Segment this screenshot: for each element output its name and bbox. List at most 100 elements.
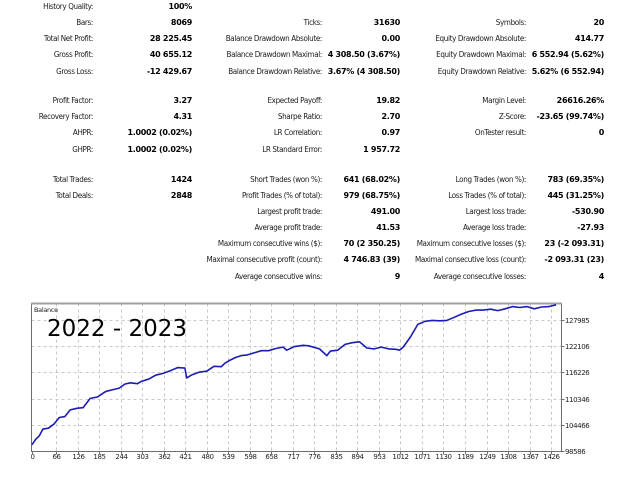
stat-label: Margin Level: bbox=[482, 96, 526, 105]
stat-value: 6 552.94 (5.62%) bbox=[531, 50, 605, 59]
stat-value: 20 bbox=[593, 18, 604, 27]
x-tick-label: 421 bbox=[179, 453, 191, 461]
x-tick-label: 0 bbox=[30, 453, 34, 461]
chart-title: Balance bbox=[34, 306, 58, 314]
stat-value: 28 225.45 bbox=[149, 34, 192, 43]
x-tick-label: 1367 bbox=[522, 453, 538, 461]
x-tick-label: 1130 bbox=[435, 453, 451, 461]
stat-value: 4 bbox=[598, 272, 605, 281]
x-tick-label: 362 bbox=[158, 453, 170, 461]
stat-label: OnTester result: bbox=[474, 128, 526, 137]
stat-value: 4 746.83 (39) bbox=[343, 255, 400, 264]
stat-label: AHPR: bbox=[72, 128, 93, 137]
stat-label: Total Deals: bbox=[55, 191, 94, 200]
stat-value: 40 655.12 bbox=[149, 50, 192, 59]
stat-label: Z-Score: bbox=[498, 112, 527, 121]
stat-label: Recovery Factor: bbox=[38, 112, 94, 121]
stat-label: Equity Drawdown Absolute: bbox=[435, 34, 526, 43]
stat-label: Maximum consecutive losses ($): bbox=[416, 239, 527, 248]
stat-value: 9 bbox=[394, 272, 401, 281]
stat-value: 8069 bbox=[170, 18, 192, 27]
stat-value: 0.00 bbox=[381, 34, 400, 43]
stat-label: Balance Drawdown Relative: bbox=[228, 67, 322, 76]
x-tick-label: 244 bbox=[115, 453, 128, 461]
stat-label: Gross Loss: bbox=[56, 67, 93, 76]
y-tick-label: 110346 bbox=[565, 396, 590, 404]
stat-value: 1424 bbox=[170, 175, 192, 184]
y-tick-label: 127985 bbox=[565, 317, 589, 325]
stat-value: 100% bbox=[168, 2, 192, 11]
x-tick-label: 1189 bbox=[457, 453, 473, 461]
x-tick-label: 894 bbox=[351, 453, 364, 461]
stat-value: 445 (31.25%) bbox=[547, 191, 604, 200]
stat-value: 4 308.50 (3.67%) bbox=[327, 50, 401, 59]
x-tick-label: 539 bbox=[222, 453, 234, 461]
stat-value: -12 429.67 bbox=[146, 67, 192, 76]
balance-chart: Balance 2022 - 2023 0 66 126 185 244 303 362 42… bbox=[30, 302, 591, 461]
x-tick-label: 598 bbox=[244, 453, 256, 461]
stat-value: 19.82 bbox=[376, 96, 400, 105]
stat-label: Bars: bbox=[76, 18, 93, 27]
stat-label: Average loss trade: bbox=[463, 223, 526, 232]
y-tick-label: 104466 bbox=[565, 422, 590, 430]
stat-label: Largest profit trade: bbox=[257, 207, 322, 216]
stat-label: Ticks: bbox=[303, 18, 323, 27]
x-tick-label: 185 bbox=[93, 453, 105, 461]
stat-value: -27.93 bbox=[577, 223, 604, 232]
stat-value: 1 957.72 bbox=[363, 145, 400, 154]
stat-value: 70 (2 350.25) bbox=[343, 239, 400, 248]
x-tick-label: 658 bbox=[265, 453, 277, 461]
stat-label: Maximal consecutive loss (count): bbox=[415, 255, 526, 264]
y-axis-ticks: 127985 122106 116226 110346 104466 98586 bbox=[561, 317, 591, 456]
stat-value: 5.62% (6 552.94) bbox=[531, 67, 605, 76]
stat-label: Short Trades (won %): bbox=[250, 175, 322, 184]
y-tick-label: 122106 bbox=[565, 343, 590, 351]
x-tick-label: 953 bbox=[373, 453, 385, 461]
stat-label: Long Trades (won %): bbox=[455, 175, 527, 184]
stat-label: Profit Factor: bbox=[52, 96, 94, 105]
stat-label: Total Trades: bbox=[52, 175, 94, 184]
stat-label: Gross Profit: bbox=[53, 50, 94, 59]
stat-label: History Quality: bbox=[43, 2, 93, 11]
stat-value: -23.65 (99.74%) bbox=[536, 112, 604, 121]
x-tick-label: 1249 bbox=[479, 453, 495, 461]
x-tick-label: 776 bbox=[308, 453, 321, 461]
x-tick-label: 480 bbox=[201, 453, 213, 461]
stat-label: Balance Drawdown Absolute: bbox=[225, 34, 323, 43]
stat-label: Balance Drawdown Maximal: bbox=[226, 50, 323, 59]
stat-value: 4.31 bbox=[173, 112, 192, 121]
stat-value: 23 (-2 093.31) bbox=[544, 239, 604, 248]
x-tick-label: 66 bbox=[52, 453, 61, 461]
stat-value: 2.70 bbox=[381, 112, 400, 121]
stat-label: GHPR: bbox=[72, 145, 93, 154]
stat-label: Profit Trades (% of total): bbox=[241, 191, 322, 200]
stat-label: Average consecutive wins: bbox=[234, 272, 322, 281]
stat-value: 26616.26% bbox=[556, 96, 605, 105]
stat-value: 2848 bbox=[170, 191, 192, 200]
y-tick-label: 116226 bbox=[565, 369, 590, 377]
stat-label: Total Net Profit: bbox=[43, 34, 93, 43]
stat-label: LR Standard Error: bbox=[262, 145, 322, 154]
x-tick-label: 1071 bbox=[414, 453, 430, 461]
y-tick-label: 98586 bbox=[565, 448, 586, 456]
x-tick-label: 835 bbox=[330, 453, 342, 461]
stat-label: Equity Drawdown Maximal: bbox=[436, 50, 526, 59]
stat-label: Sharpe Ratio: bbox=[277, 112, 322, 121]
stat-value: -2 093.31 (23) bbox=[544, 255, 604, 264]
stat-value: 0 bbox=[598, 128, 605, 137]
stat-value: 0.97 bbox=[381, 128, 400, 137]
stat-label: Loss Trades (% of total): bbox=[448, 191, 526, 200]
stat-value: 491.00 bbox=[370, 207, 400, 216]
stat-label: Average profit trade: bbox=[254, 223, 323, 232]
stat-value: 979 (68.75%) bbox=[343, 191, 400, 200]
x-axis-ticks: 0 66 126 185 244 303 362 421 480 539 598 658 717 776 8… bbox=[30, 451, 561, 461]
stat-label: LR Correlation: bbox=[273, 128, 322, 137]
stat-label: Expected Payoff: bbox=[267, 96, 322, 105]
x-tick-label: 303 bbox=[136, 453, 148, 461]
stat-value: 3.27 bbox=[173, 96, 192, 105]
x-tick-label: 126 bbox=[72, 453, 85, 461]
stat-value: 3.67% (4 308.50) bbox=[327, 67, 401, 76]
stat-value: 1.0002 (0.02%) bbox=[127, 145, 192, 154]
stat-value: 641 (68.02%) bbox=[343, 175, 400, 184]
stat-label: Maximal consecutive profit (count): bbox=[206, 255, 323, 264]
